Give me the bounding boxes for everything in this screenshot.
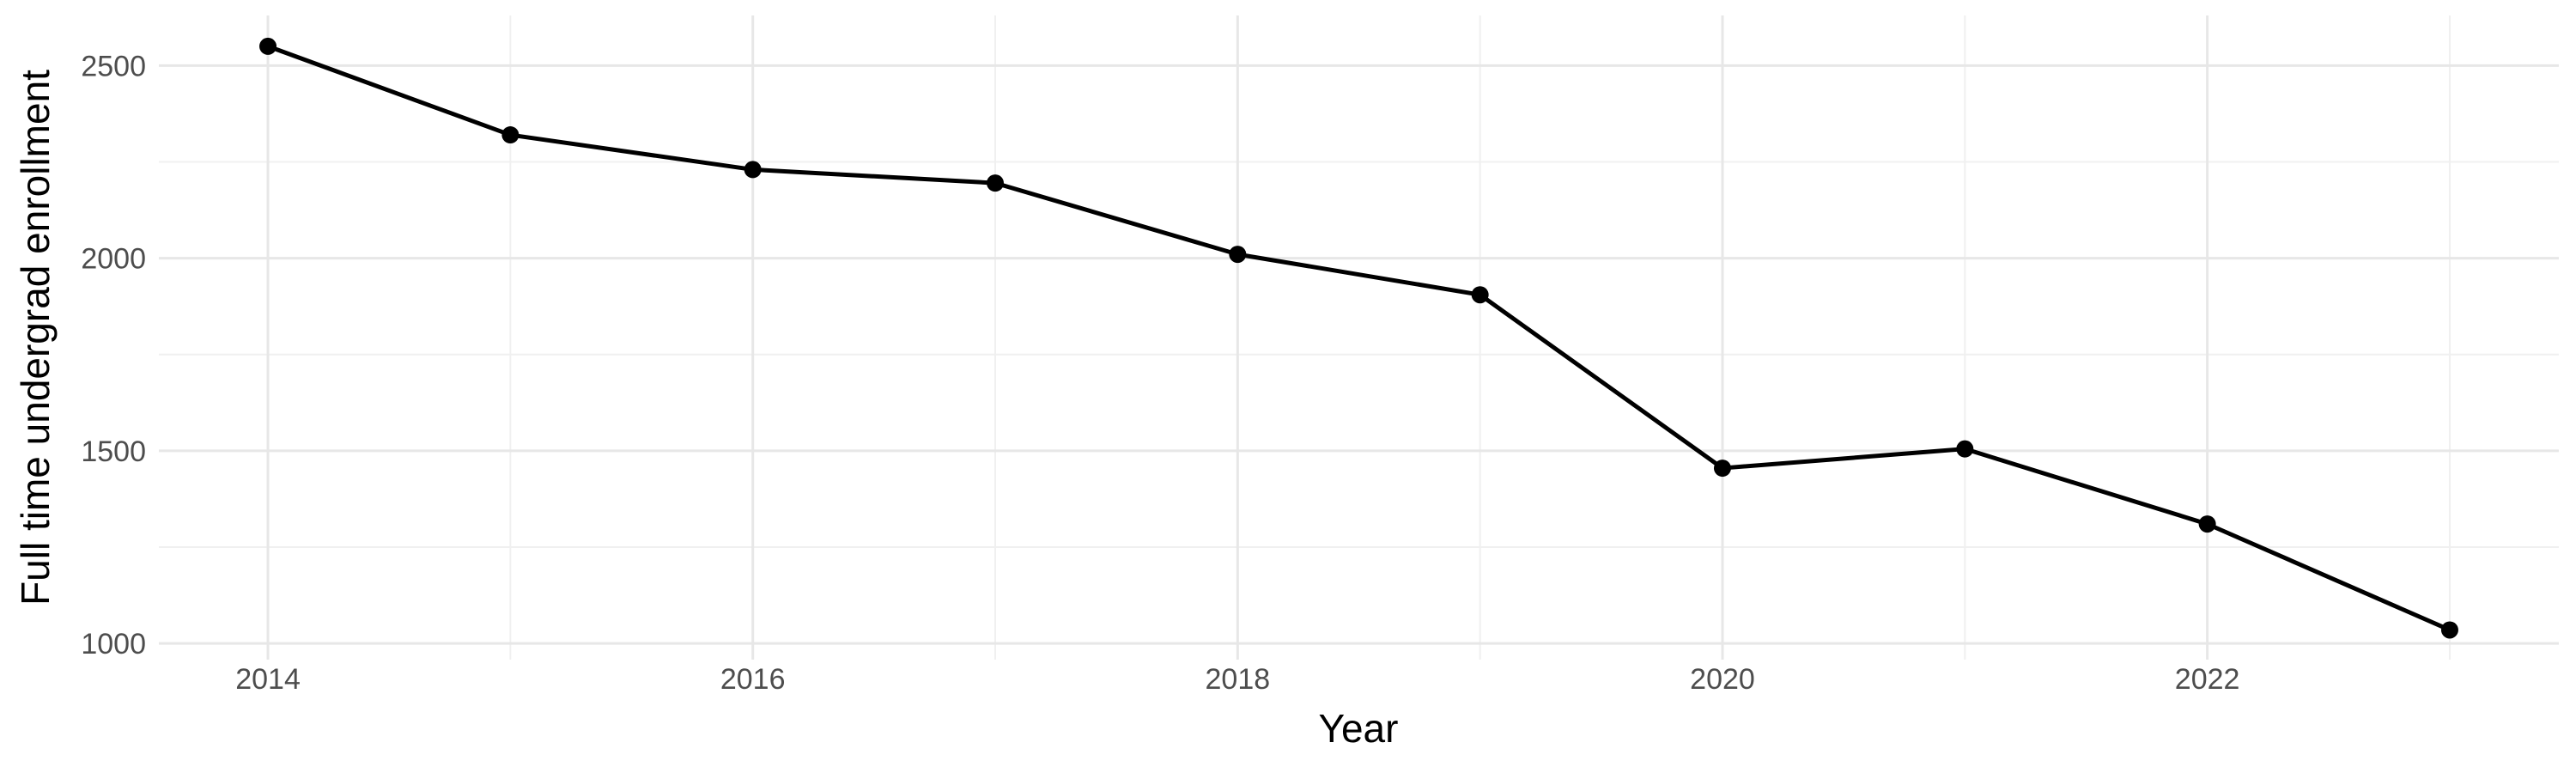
y-axis-title: Full time undergrad enrollment xyxy=(13,70,58,606)
y-tick-label-1500: 1500 xyxy=(81,435,146,468)
data-point-2019 xyxy=(1471,286,1489,304)
y-tick-label-2000: 2000 xyxy=(81,243,146,276)
x-axis-title: Year xyxy=(1319,706,1399,751)
data-series-layer xyxy=(259,37,2458,639)
y-axis-tick-labels: 1000 1500 2000 2500 xyxy=(81,50,146,660)
x-tick-label-2014: 2014 xyxy=(235,663,301,696)
data-point-2022 xyxy=(2198,515,2216,533)
data-point-2023 xyxy=(2440,621,2458,639)
data-point-2020 xyxy=(1713,460,1731,478)
data-point-2018 xyxy=(1229,246,1247,264)
data-point-2016 xyxy=(744,161,762,179)
major-gridlines xyxy=(159,15,2559,660)
y-tick-label-1000: 1000 xyxy=(81,628,146,660)
x-tick-label-2020: 2020 xyxy=(1690,663,1755,696)
data-point-2015 xyxy=(501,126,519,144)
minor-gridlines xyxy=(159,15,2559,660)
x-tick-label-2016: 2016 xyxy=(720,663,786,696)
x-tick-label-2018: 2018 xyxy=(1206,663,1271,696)
data-point-2017 xyxy=(987,174,1005,192)
x-axis-tick-labels: 2014 2016 2018 2020 2022 xyxy=(235,663,2239,696)
data-point-2014 xyxy=(259,37,277,55)
enrollment-trend-line xyxy=(267,44,2451,632)
data-point-2021 xyxy=(1956,440,1974,458)
y-tick-label-2500: 2500 xyxy=(81,50,146,82)
x-tick-label-2022: 2022 xyxy=(2175,663,2240,696)
